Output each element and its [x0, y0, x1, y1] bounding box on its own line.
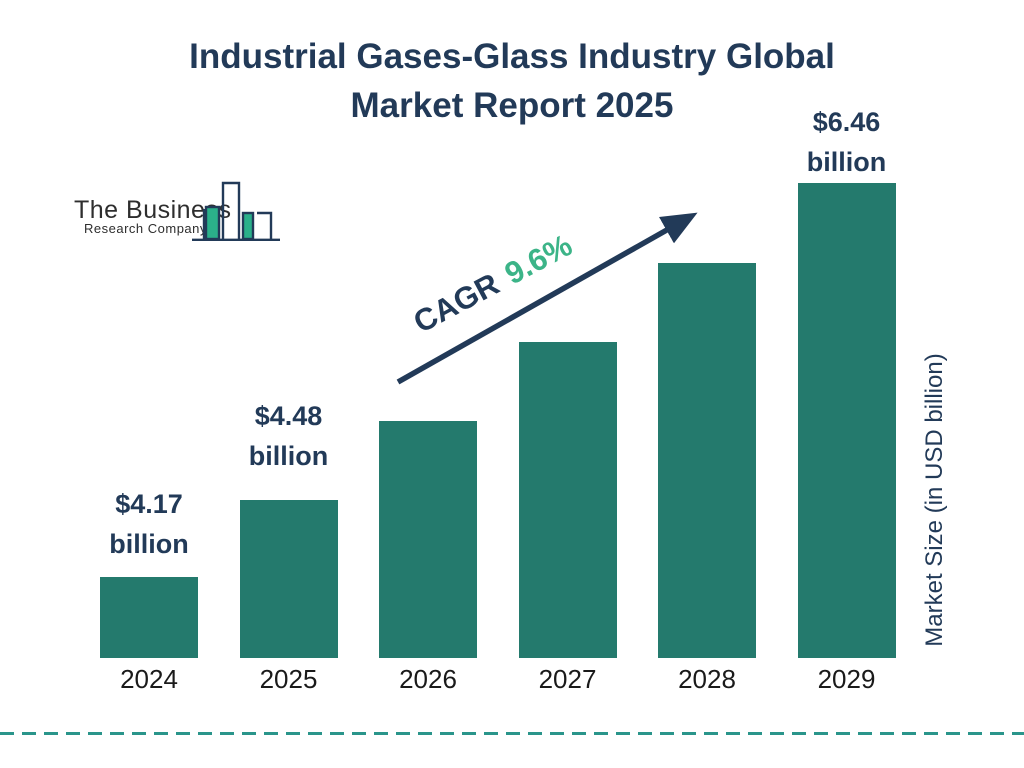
- title-line-1: Industrial Gases-Glass Industry Global: [189, 37, 835, 76]
- bottom-dashed-divider: [0, 732, 1024, 735]
- x-tick-2029: 2029: [817, 664, 876, 694]
- company-logo: The Business Research Company: [74, 181, 280, 241]
- bar-2027: [518, 342, 617, 658]
- cagr-trend-arrow-icon: [396, 212, 698, 385]
- value-label-2025: $4.48 billion: [248, 401, 329, 471]
- x-tick-2024: 2024: [120, 664, 178, 694]
- x-tick-2026: 2026: [399, 664, 457, 694]
- logo-bar-chart-icon: [192, 181, 280, 241]
- bar-2029: [797, 183, 896, 658]
- logo-subtitle: Research Company: [84, 221, 207, 236]
- bar-2025: [239, 500, 338, 658]
- page-title: Industrial Gases-Glass Industry Global M…: [0, 32, 1024, 130]
- x-tick-2027: 2027: [538, 664, 597, 694]
- y-axis-label: Market Size (in USD billion): [921, 353, 948, 647]
- bar-2024: [100, 577, 198, 658]
- x-tick-2028: 2028: [678, 664, 736, 694]
- value-label-2029: $6.46 billion: [806, 107, 887, 177]
- value-label-2024: $4.17 billion: [109, 489, 189, 559]
- bar-2026: [379, 421, 477, 658]
- bar-2028: [658, 263, 756, 658]
- x-tick-2025: 2025: [259, 664, 318, 694]
- title-line-2: Market Report 2025: [350, 86, 674, 125]
